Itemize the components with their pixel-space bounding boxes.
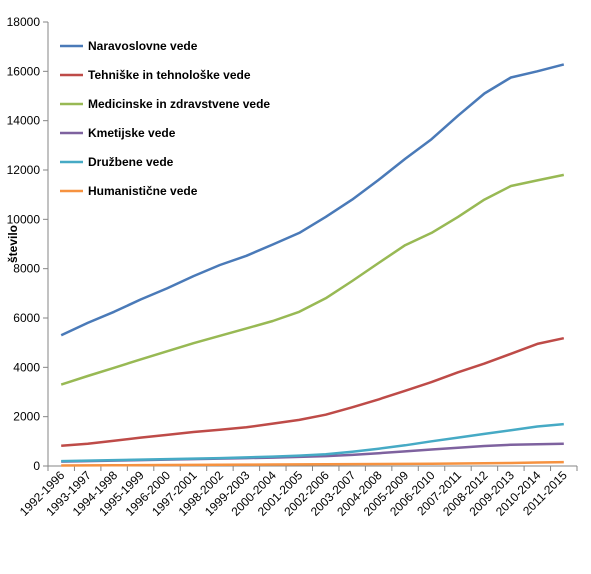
y-tick-label: 18000 (7, 15, 41, 29)
legend-label: Naravoslovne vede (88, 39, 198, 53)
y-tick-label: 2000 (13, 410, 40, 424)
series-line (60, 63, 565, 337)
legend-label: Medicinske in zdravstvene vede (88, 97, 270, 111)
series-line (61, 336, 565, 448)
legend-label: Humanistične vede (88, 184, 198, 198)
series-line (61, 422, 564, 463)
y-tick-label: 6000 (13, 311, 40, 325)
legend: Naravoslovne vede Tehniške in tehnološke … (60, 39, 270, 198)
y-axis-title: število (6, 225, 20, 263)
y-tick-label: 10000 (7, 212, 41, 226)
axes: 0 2000 4000 6000 8000 10000 12000 14000 16000 180… (7, 15, 578, 519)
legend-label: Kmetijske vede (88, 126, 176, 140)
y-tick-label: 14000 (7, 114, 41, 128)
series-layer (60, 63, 565, 467)
y-tick-label: 0 (33, 459, 40, 473)
y-tick-label: 8000 (13, 262, 40, 276)
y-tick-label: 4000 (13, 360, 40, 374)
series-line (60, 173, 565, 386)
series-line (61, 460, 564, 467)
y-tick-label: 12000 (7, 163, 41, 177)
y-tick-label: 16000 (7, 64, 41, 78)
legend-label: Družbene vede (88, 155, 174, 169)
legend-label: Tehniške in tehnološke vede (88, 68, 251, 82)
